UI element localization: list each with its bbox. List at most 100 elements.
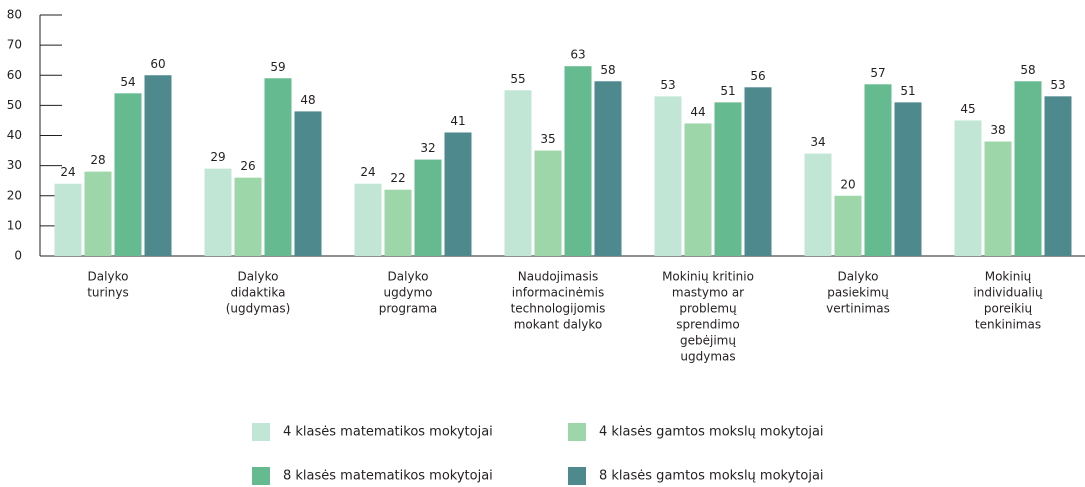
- value-label: 57: [870, 66, 885, 80]
- value-label: 59: [270, 60, 285, 74]
- value-label: 34: [810, 135, 825, 149]
- value-label: 24: [360, 165, 375, 179]
- value-label: 24: [60, 165, 75, 179]
- bar: [804, 153, 832, 256]
- legend: 4 klasės matematikos mokytojai 4 klasės g…: [252, 423, 824, 485]
- x-tick-label: turinys: [87, 286, 129, 300]
- bar: [204, 168, 232, 256]
- bar: [294, 111, 322, 257]
- bar: [114, 93, 142, 256]
- bar: [744, 87, 772, 256]
- value-label: 32: [420, 141, 435, 155]
- value-label: 51: [900, 84, 915, 98]
- bar: [504, 90, 532, 256]
- y-tick-label: 50: [7, 98, 22, 112]
- bar: [684, 123, 712, 256]
- x-tick-label: individualių: [973, 286, 1043, 300]
- y-tick-label: 80: [7, 8, 22, 22]
- value-label: 63: [570, 48, 585, 62]
- x-tick-label: tenkinimas: [975, 318, 1041, 332]
- bar: [984, 141, 1012, 256]
- legend-label: 8 klasės gamtos mokslų mokytojai: [599, 469, 824, 484]
- x-tick-label: problemų: [679, 302, 737, 316]
- bar: [834, 195, 862, 256]
- value-label: 53: [1050, 78, 1065, 92]
- value-label: 56: [750, 69, 765, 83]
- x-tick-label: gebėjimų: [680, 334, 736, 348]
- x-tick-label: ugdymo: [384, 286, 433, 300]
- bar: [564, 66, 592, 257]
- value-label: 60: [150, 57, 165, 71]
- x-tick-label: Dalyko: [88, 270, 129, 284]
- bar: [954, 120, 982, 256]
- value-label: 48: [300, 93, 315, 107]
- bar: [864, 84, 892, 256]
- bar: [714, 102, 742, 256]
- bar: [534, 150, 562, 256]
- x-tick-label: Dalyko: [388, 270, 429, 284]
- value-label: 20: [840, 177, 855, 191]
- x-tick-label: (ugdymas): [226, 302, 291, 316]
- bar: [894, 102, 922, 256]
- bar: [54, 183, 82, 256]
- value-label: 29: [210, 150, 225, 164]
- legend-label: 4 klasės matematikos mokytojai: [283, 425, 493, 440]
- x-tick-label: sprendimo: [676, 318, 740, 332]
- x-tick-label: Mokinių: [985, 270, 1032, 284]
- legend-swatch: [568, 467, 586, 485]
- legend-swatch: [568, 423, 586, 441]
- bar: [444, 132, 472, 256]
- value-label: 58: [1020, 63, 1035, 77]
- x-tick-label: Dalyko: [838, 270, 879, 284]
- y-tick-label: 20: [7, 188, 22, 202]
- x-tick-label: didaktika: [230, 286, 285, 300]
- value-label: 28: [90, 153, 105, 167]
- bar: [264, 78, 292, 256]
- x-tick-label: informacinėmis: [512, 286, 604, 300]
- bar: [1014, 81, 1042, 257]
- y-tick-label: 60: [7, 68, 22, 82]
- legend-label: 4 klasės gamtos mokslų mokytojai: [599, 425, 824, 440]
- value-label: 54: [120, 75, 135, 89]
- value-label: 38: [990, 123, 1005, 137]
- value-label: 41: [450, 114, 465, 128]
- value-label: 26: [240, 159, 255, 173]
- x-tick-label: Mokinių kritinio: [662, 270, 754, 284]
- legend-swatch: [252, 423, 270, 441]
- x-tick-label: mokant dalyko: [514, 318, 603, 332]
- bar: [414, 159, 442, 256]
- value-label: 51: [720, 84, 735, 98]
- value-label: 45: [960, 102, 975, 116]
- bar: [654, 96, 682, 257]
- legend-swatch: [252, 467, 270, 485]
- x-tick-label: poreikių: [984, 302, 1033, 316]
- value-label: 35: [540, 132, 555, 146]
- y-tick-label: 40: [7, 128, 22, 142]
- value-label: 55: [510, 72, 525, 86]
- bar: [594, 81, 622, 257]
- bar: [1044, 96, 1072, 257]
- x-tick-label: vertinimas: [826, 302, 890, 316]
- value-label: 53: [660, 78, 675, 92]
- x-tick-label: Naudojimasis: [518, 270, 598, 284]
- bar: [84, 171, 112, 256]
- x-tick-label: pasiekimų: [827, 286, 889, 300]
- bar: [234, 177, 262, 256]
- bar: [144, 75, 172, 256]
- bar: [384, 189, 412, 256]
- x-tick-label: technologijomis: [511, 302, 606, 316]
- value-label: 44: [690, 105, 705, 119]
- value-label: 22: [390, 171, 405, 185]
- x-tick-label: ugdymas: [680, 350, 735, 364]
- y-tick-label: 30: [7, 158, 22, 172]
- x-tick-label: Dalyko: [238, 270, 279, 284]
- value-label: 58: [600, 63, 615, 77]
- legend-label: 8 klasės matematikos mokytojai: [283, 469, 493, 484]
- x-tick-label: mastymo ar: [672, 286, 744, 300]
- x-tick-label: programa: [379, 302, 438, 316]
- bar: [354, 183, 382, 256]
- y-tick-label: 0: [14, 249, 22, 263]
- y-tick-label: 10: [7, 218, 22, 232]
- y-tick-label: 70: [7, 38, 22, 52]
